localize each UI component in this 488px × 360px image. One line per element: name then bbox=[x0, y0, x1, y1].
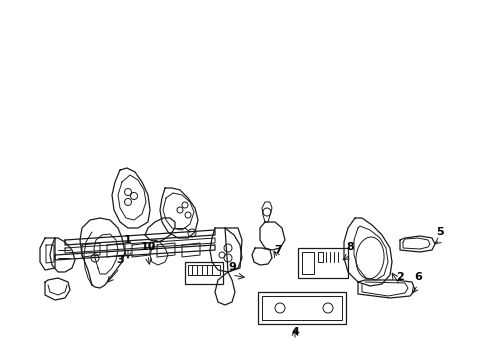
Text: 10: 10 bbox=[140, 242, 155, 252]
Bar bbox=[317, 252, 323, 262]
Text: 5: 5 bbox=[435, 227, 443, 237]
Text: 2: 2 bbox=[395, 272, 403, 282]
Text: 7: 7 bbox=[274, 245, 281, 255]
Bar bbox=[302, 252, 313, 274]
Bar bbox=[258, 292, 346, 324]
Bar bbox=[262, 296, 341, 320]
Text: 8: 8 bbox=[346, 242, 353, 252]
Bar bbox=[297, 248, 347, 278]
Text: 3: 3 bbox=[116, 255, 123, 265]
Ellipse shape bbox=[355, 237, 383, 279]
Text: 4: 4 bbox=[290, 327, 298, 337]
Text: 1: 1 bbox=[124, 235, 132, 245]
Bar bbox=[187, 265, 220, 275]
Text: 9: 9 bbox=[227, 262, 235, 272]
Text: 6: 6 bbox=[413, 272, 421, 282]
Bar bbox=[184, 262, 223, 284]
